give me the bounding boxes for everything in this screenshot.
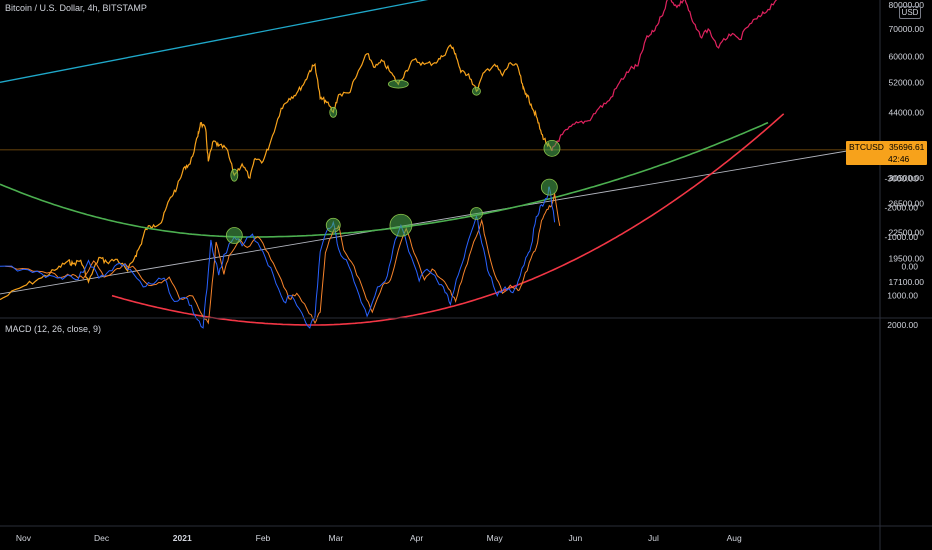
symbol-label: BTCUSD [849,142,884,152]
price-highlight-marker[interactable] [543,139,561,157]
price-pane[interactable] [0,0,880,301]
upper-trendline[interactable] [0,0,466,83]
macd-tick-label: -2000.00 [884,203,918,213]
macd-highlight-marker[interactable] [389,213,413,237]
time-tick-label: May [487,533,504,543]
macd-highlight-marker[interactable] [470,207,483,220]
bar-countdown: 42:46 [888,154,910,164]
currency-badge[interactable]: USD [899,6,921,19]
time-tick-label: Jun [569,533,583,543]
macd-highlight-marker[interactable] [540,178,558,196]
macd-tick-label: 2000.00 [887,320,918,330]
time-tick-label: Aug [727,533,742,543]
macd-legend: MACD (12, 26, close, 9) [5,324,102,334]
price-tick-label: 19500.00 [889,253,925,263]
price-tick-label: 22500.00 [889,228,925,238]
macd-highlight-marker[interactable] [225,227,243,244]
last-price-tag: BTCUSD 35696.61 42:46 [846,141,928,165]
price-highlight-marker[interactable] [472,86,481,96]
time-tick-label: Feb [256,533,271,543]
price-tick-label: 60000.00 [889,52,925,62]
price-tick-label: 17100.00 [889,277,925,287]
macd-highlight-marker[interactable] [325,217,341,233]
macd-tick-label: 0.00 [901,261,918,271]
time-tick-label: Dec [94,533,110,543]
macd-tick-label: 1000.00 [887,291,918,301]
macd-pane[interactable] [0,113,785,329]
time-tick-label: Jul [648,533,659,543]
macd-line[interactable] [0,186,556,329]
price-highlight-marker[interactable] [387,79,409,89]
price-tick-label: 80000.00 [889,0,925,10]
price-line-projection[interactable] [551,0,779,152]
price-tick-label: 30500.00 [889,173,925,183]
chart-title: Bitcoin / U.S. Dollar, 4h, BITSTAMP [5,3,147,13]
macd-upper-arc[interactable] [111,113,785,326]
price-tick-label: 44000.00 [889,107,925,117]
price-highlight-marker[interactable] [230,168,239,182]
time-tick-label: 2021 [173,533,192,543]
price-tick-label: 26500.00 [889,198,925,208]
macd-tick-label: -3000.00 [884,173,918,183]
time-tick-label: Nov [16,533,32,543]
macd-tick-label: -1000.00 [884,232,918,242]
macd-lower-arc[interactable] [0,121,769,238]
lower-trendline[interactable] [0,145,878,295]
time-tick-label: Apr [410,533,423,543]
signal-line[interactable] [5,193,561,325]
last-price-value: 35696.61 [888,142,925,152]
price-tick-label: 52000.00 [889,77,925,87]
price-tick-label: 70000.00 [889,24,925,34]
price-highlight-marker[interactable] [329,106,338,118]
time-tick-label: Mar [329,533,344,543]
price-line-history[interactable] [0,44,553,301]
